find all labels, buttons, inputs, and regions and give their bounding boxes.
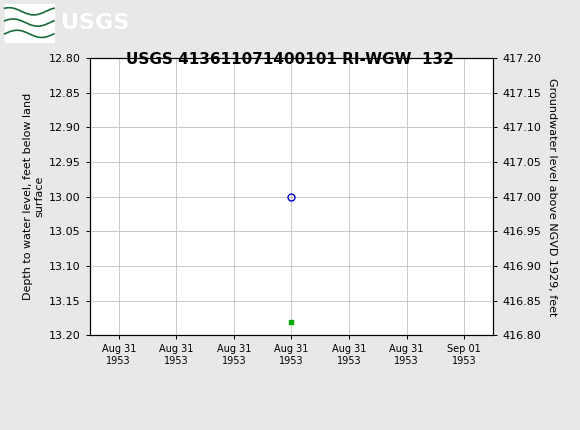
Y-axis label: Groundwater level above NGVD 1929, feet: Groundwater level above NGVD 1929, feet: [546, 77, 557, 316]
Bar: [5, 3, 54, 42]
Y-axis label: Depth to water level, feet below land
surface: Depth to water level, feet below land su…: [23, 93, 45, 300]
Legend: Period of approved data: Period of approved data: [202, 427, 381, 430]
Text: USGS: USGS: [61, 12, 129, 33]
Text: USGS 413611071400101 RI-WGW  132: USGS 413611071400101 RI-WGW 132: [126, 52, 454, 68]
